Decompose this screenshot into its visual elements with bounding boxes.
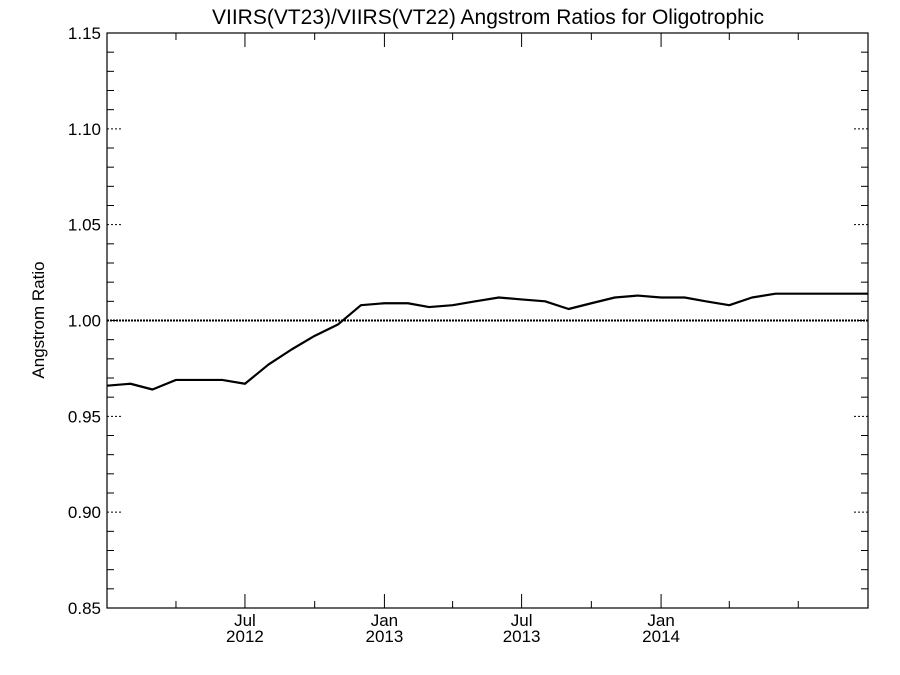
x-tick-month-label: Jan <box>647 611 674 630</box>
x-tick-month-label: Jan <box>371 611 398 630</box>
x-tick-year-label: 2013 <box>503 627 541 646</box>
y-tick-label: 0.95 <box>68 407 101 426</box>
series-line <box>106 292 868 391</box>
y-tick-label: 1.05 <box>68 216 101 235</box>
y-tick-label: 0.85 <box>68 599 101 618</box>
y-tick-label: 0.90 <box>68 503 101 522</box>
x-tick-year-label: 2013 <box>366 627 404 646</box>
chart-title: VIIRS(VT23)/VIIRS(VT22) Angstrom Ratios … <box>212 6 764 29</box>
x-tick-month-label: Jul <box>234 611 256 630</box>
x-tick-year-label: 2012 <box>226 627 264 646</box>
series-group <box>106 292 868 391</box>
ticks-group: 0.850.900.951.001.051.101.15Jul2012Jan20… <box>68 24 868 646</box>
y-tick-label: 1.00 <box>68 312 101 331</box>
x-tick-year-label: 2014 <box>642 627 680 646</box>
y-axis-label: Angstrom Ratio <box>29 261 48 378</box>
y-tick-label: 1.15 <box>68 24 101 43</box>
x-tick-month-label: Jul <box>511 611 533 630</box>
plot-frame <box>106 32 869 609</box>
y-tick-label: 1.10 <box>68 120 101 139</box>
